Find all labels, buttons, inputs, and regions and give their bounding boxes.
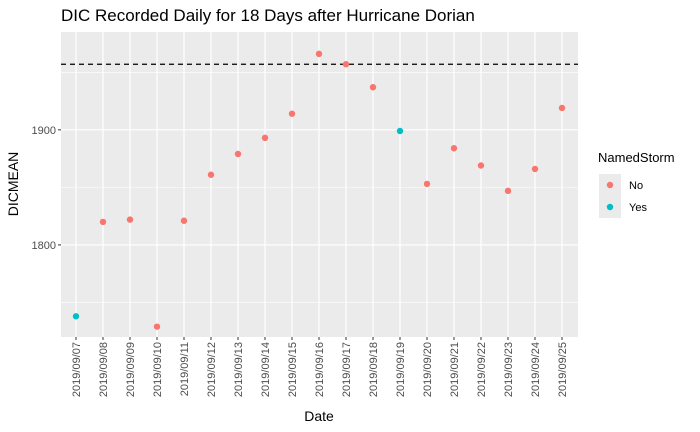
- data-point: [261, 134, 269, 142]
- x-tick-label: 2019/09/18: [368, 342, 380, 397]
- data-point: [558, 104, 566, 112]
- y-tick-label: 1900: [32, 125, 56, 137]
- chart-title: DIC Recorded Daily for 18 Days after Hur…: [61, 6, 475, 25]
- x-axis-ticks: 2019/09/07 2019/09/08 2019/09/09 2019/09/10…: [71, 337, 569, 397]
- data-point: [72, 313, 80, 320]
- x-tick-label: 2019/09/17: [341, 342, 353, 397]
- legend-marker: [606, 203, 614, 211]
- legend-title: NamedStorm: [598, 150, 675, 165]
- x-tick-label: 2019/09/08: [98, 342, 110, 397]
- data-point: [423, 180, 431, 188]
- x-tick-label: 2019/09/20: [422, 342, 434, 397]
- data-point: [207, 171, 215, 178]
- x-tick-label: 2019/09/21: [449, 342, 461, 397]
- data-point: [180, 217, 188, 224]
- x-tick-label: 2019/09/15: [287, 342, 299, 397]
- data-point: [153, 323, 161, 330]
- data-point: [369, 84, 377, 91]
- data-point: [477, 162, 485, 169]
- y-axis-title: DICMEAN: [5, 152, 21, 217]
- data-point: [450, 145, 458, 152]
- data-point: [396, 127, 404, 135]
- legend-marker: [606, 181, 614, 189]
- data-point: [504, 187, 512, 195]
- x-tick-label: 2019/09/09: [125, 342, 137, 397]
- legend-label: No: [629, 180, 643, 192]
- x-tick-label: 2019/09/19: [395, 342, 407, 397]
- y-tick-label: 1800: [32, 240, 56, 252]
- data-point: [342, 61, 350, 68]
- legend: No Yes: [599, 174, 647, 218]
- data-point: [531, 165, 539, 173]
- x-tick-label: 2019/09/14: [260, 342, 272, 397]
- data-point: [288, 110, 296, 117]
- x-tick-label: 2019/09/25: [557, 342, 569, 397]
- x-tick-label: 2019/09/16: [314, 342, 326, 397]
- x-tick-label: 2019/09/22: [476, 342, 488, 397]
- data-point: [315, 50, 323, 58]
- x-tick-label: 2019/09/24: [530, 342, 542, 397]
- x-tick-label: 2019/09/13: [233, 342, 245, 397]
- data-point: [234, 150, 242, 158]
- x-tick-label: 2019/09/07: [71, 342, 83, 397]
- data-point: [99, 218, 107, 226]
- x-tick-label: 2019/09/10: [152, 342, 164, 397]
- grid: [61, 32, 578, 337]
- legend-label: Yes: [629, 202, 647, 214]
- x-axis-title: Date: [304, 408, 334, 424]
- x-tick-label: 2019/09/12: [206, 342, 218, 397]
- data-points: [72, 50, 566, 330]
- y-axis-ticks: 1800 1900: [32, 125, 61, 252]
- x-tick-label: 2019/09/23: [503, 342, 515, 397]
- data-point: [126, 216, 134, 223]
- x-tick-label: 2019/09/11: [179, 342, 191, 396]
